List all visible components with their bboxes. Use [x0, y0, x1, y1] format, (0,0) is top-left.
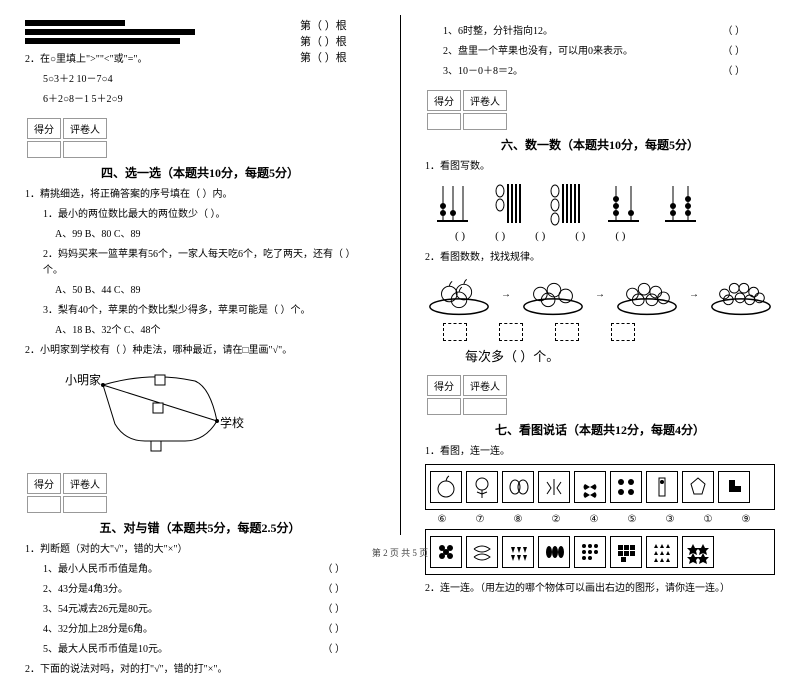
- s5-item: 4、32分加上28分是6角。（ ）: [25, 622, 375, 638]
- s4-q1-3: 3．梨有40个，苹果的个数比梨少得多，苹果可能是（ ）个。: [25, 303, 375, 319]
- section-4-title: 四、选一选（本题共10分，每题5分）: [25, 164, 375, 181]
- s4-q1-3-opts: A、18 B、32个 C、48个: [25, 323, 375, 339]
- score-label: 得分: [427, 375, 461, 396]
- page-footer: 第 2 页 共 5 页: [0, 546, 800, 559]
- apple-plate-icon: [613, 272, 681, 317]
- s7-q2: 2．连一连。（用左边的哪个物体可以画出右边的图形，请你连一连。）: [425, 581, 775, 597]
- score-label: 得分: [27, 118, 61, 139]
- s6-text: 每次多（ ）个。: [465, 349, 775, 365]
- s5-item: 2、43分是4角3分。（ ）: [25, 582, 375, 598]
- path-diagram: 小明家 学校: [55, 369, 255, 454]
- number-row: ⑥ ⑦ ⑧ ② ④ ⑤ ③ ① ⑨: [425, 514, 775, 525]
- pic-icon: [538, 471, 570, 503]
- score-box: 得分评卷人: [25, 116, 375, 160]
- dash-box: [443, 323, 467, 341]
- s4-q1: 1．精挑细选，将正确答案的序号填在（ ）内。: [25, 187, 375, 203]
- s6-q1: 1．看图写数。: [425, 159, 775, 175]
- pic-icon: [466, 471, 498, 503]
- num: ①: [691, 514, 725, 525]
- s4-q1-1: 1．最小的两位数比最大的两位数少（ ）。: [25, 207, 375, 223]
- abacus-icon: [663, 181, 698, 226]
- s6-q2: 2．看图数数，找找规律。: [425, 250, 775, 266]
- pic-icon: [682, 471, 714, 503]
- num: ⑦: [463, 514, 497, 525]
- rod-labels: 第（ ）根 第（ ）根 第（ ）根: [300, 18, 347, 66]
- q2-item: 5○3＋2 10－7○4: [25, 72, 375, 88]
- section-7-title: 七、看图说话（本题共12分，每题4分）: [425, 421, 775, 438]
- bar: [25, 20, 125, 26]
- grader-label: 评卷人: [63, 473, 107, 494]
- arrow-icon: →: [501, 289, 511, 300]
- abacus-icon: [606, 181, 641, 226]
- apple-sequence: → → →: [425, 272, 775, 317]
- abacus-row: [435, 181, 775, 226]
- s5-item: 3、54元减去26元是80元。（ ）: [25, 602, 375, 618]
- score-label: 得分: [27, 473, 61, 494]
- score-label: 得分: [427, 90, 461, 111]
- picture-row-top: [425, 464, 775, 510]
- school-label: 学校: [220, 415, 244, 430]
- dash-box: [611, 323, 635, 341]
- s5-item: 1、最小人民币币值是角。（ ）: [25, 562, 375, 578]
- num: ⑧: [501, 514, 535, 525]
- apple-plate-icon: [707, 272, 775, 317]
- pic-icon: [718, 471, 750, 503]
- score-box: 得分评卷人: [425, 88, 775, 132]
- dash-box: [499, 323, 523, 341]
- s4-q1-1-opts: A、99 B、80 C、89: [25, 227, 375, 243]
- num: ②: [539, 514, 573, 525]
- s4-q1-2: 2．妈妈买来一篮苹果有56个，一家人每天吃6个，吃了两天，还有（ ）个。: [25, 247, 375, 279]
- s7-q1: 1．看图，连一连。: [425, 444, 775, 460]
- r-top-item: 2、盘里一个苹果也没有，可以用0来表示。（ ）: [425, 44, 775, 60]
- q2-item: 6＋2○8－1 5＋2○9: [25, 92, 375, 108]
- arrow-icon: →: [689, 289, 699, 300]
- pic-icon: [430, 471, 462, 503]
- num: ③: [653, 514, 687, 525]
- rod-label: 第（ ）根: [300, 34, 347, 50]
- home-label: 小明家: [65, 372, 101, 387]
- section-6-title: 六、数一数（本题共10分，每题5分）: [425, 136, 775, 153]
- apple-plate-icon: [425, 272, 493, 317]
- arrow-icon: →: [595, 289, 605, 300]
- apple-plate-icon: [519, 272, 587, 317]
- num: ⑥: [425, 514, 459, 525]
- rod-label: 第（ ）根: [300, 50, 347, 66]
- s5-q2: 2．下面的说法对吗，对的打"√"，错的打"×"。: [25, 662, 375, 678]
- section-5-title: 五、对与错（本题共5分，每题2.5分）: [25, 519, 375, 536]
- s4-q1-2-opts: A、50 B、44 C、89: [25, 283, 375, 299]
- pic-icon: [610, 471, 642, 503]
- pic-icon: [574, 471, 606, 503]
- r-top-item: 3、10－0＋8＝2。（ ）: [425, 64, 775, 80]
- num: ⑤: [615, 514, 649, 525]
- tally-icon: [549, 181, 584, 226]
- s5-item: 5、最大人民币币值是10元。（ ）: [25, 642, 375, 658]
- num: ⑨: [729, 514, 763, 525]
- answer-boxes: [443, 323, 775, 341]
- rod-label: 第（ ）根: [300, 18, 347, 34]
- grader-label: 评卷人: [63, 118, 107, 139]
- bar: [25, 29, 195, 35]
- tally-icon: [492, 181, 527, 226]
- abacus-icon: [435, 181, 470, 226]
- score-box: 得分评卷人: [25, 471, 375, 515]
- pic-icon: [646, 471, 678, 503]
- grader-label: 评卷人: [463, 375, 507, 396]
- bar: [25, 38, 180, 44]
- grader-label: 评卷人: [463, 90, 507, 111]
- paren-row: ( )( )( )( )( ): [455, 230, 775, 242]
- s4-q2: 2．小明家到学校有（ ）种走法，哪种最近，请在□里画"√"。: [25, 343, 375, 359]
- score-box: 得分评卷人: [425, 373, 775, 417]
- pic-icon: [502, 471, 534, 503]
- r-top-item: 1、6时整，分针指向12。（ ）: [425, 24, 775, 40]
- dash-box: [555, 323, 579, 341]
- num: ④: [577, 514, 611, 525]
